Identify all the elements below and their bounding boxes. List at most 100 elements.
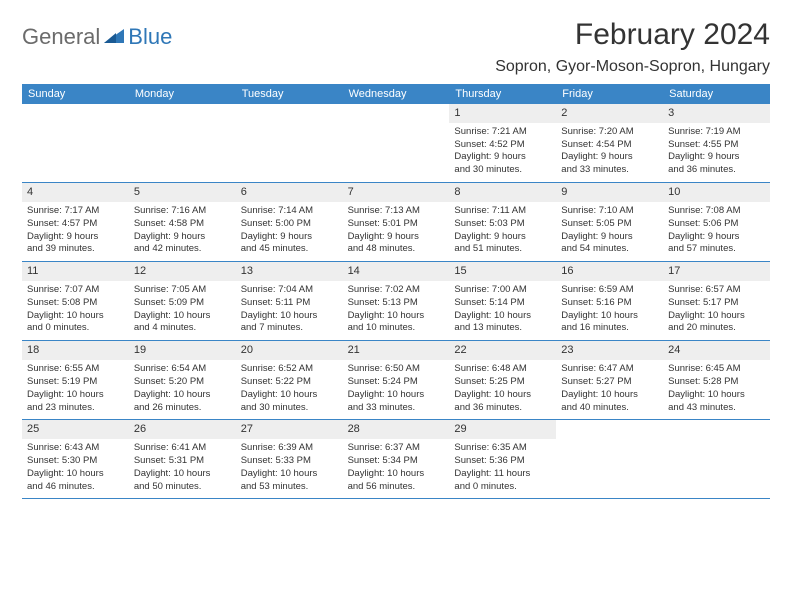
daylight1-text: Daylight: 9 hours [454, 151, 551, 164]
day-number: 24 [663, 341, 770, 360]
daylight2-text: and 0 minutes. [454, 481, 551, 494]
day-number: 21 [343, 341, 450, 360]
weekday-sunday: Sunday [22, 84, 129, 104]
daylight1-text: Daylight: 9 hours [348, 231, 445, 244]
daylight1-text: Daylight: 11 hours [454, 468, 551, 481]
week-row: 11Sunrise: 7:07 AMSunset: 5:08 PMDayligh… [22, 262, 770, 341]
daylight1-text: Daylight: 10 hours [668, 389, 765, 402]
daylight1-text: Daylight: 10 hours [348, 310, 445, 323]
logo-text-blue: Blue [128, 24, 172, 50]
day-body: Sunrise: 7:00 AMSunset: 5:14 PMDaylight:… [449, 281, 556, 340]
sunrise-text: Sunrise: 6:48 AM [454, 363, 551, 376]
day-body: Sunrise: 6:37 AMSunset: 5:34 PMDaylight:… [343, 439, 450, 498]
sunrise-text: Sunrise: 7:10 AM [561, 205, 658, 218]
day-body: Sunrise: 7:05 AMSunset: 5:09 PMDaylight:… [129, 281, 236, 340]
sunrise-text: Sunrise: 7:02 AM [348, 284, 445, 297]
day-cell: 16Sunrise: 6:59 AMSunset: 5:16 PMDayligh… [556, 262, 663, 340]
day-cell: 24Sunrise: 6:45 AMSunset: 5:28 PMDayligh… [663, 341, 770, 419]
weekday-header: SundayMondayTuesdayWednesdayThursdayFrid… [22, 84, 770, 104]
sunrise-text: Sunrise: 7:08 AM [668, 205, 765, 218]
sunset-text: Sunset: 5:31 PM [134, 455, 231, 468]
daylight2-text: and 36 minutes. [454, 402, 551, 415]
sunset-text: Sunset: 5:34 PM [348, 455, 445, 468]
day-body: Sunrise: 6:59 AMSunset: 5:16 PMDaylight:… [556, 281, 663, 340]
day-cell: 10Sunrise: 7:08 AMSunset: 5:06 PMDayligh… [663, 183, 770, 261]
day-cell: 14Sunrise: 7:02 AMSunset: 5:13 PMDayligh… [343, 262, 450, 340]
day-cell: 23Sunrise: 6:47 AMSunset: 5:27 PMDayligh… [556, 341, 663, 419]
day-cell: 17Sunrise: 6:57 AMSunset: 5:17 PMDayligh… [663, 262, 770, 340]
day-cell: 28Sunrise: 6:37 AMSunset: 5:34 PMDayligh… [343, 420, 450, 498]
day-cell: 2Sunrise: 7:20 AMSunset: 4:54 PMDaylight… [556, 104, 663, 182]
daylight1-text: Daylight: 10 hours [134, 389, 231, 402]
day-cell: 6Sunrise: 7:14 AMSunset: 5:00 PMDaylight… [236, 183, 343, 261]
day-number: 7 [343, 183, 450, 202]
day-number: 5 [129, 183, 236, 202]
daylight1-text: Daylight: 9 hours [27, 231, 124, 244]
day-body: Sunrise: 7:19 AMSunset: 4:55 PMDaylight:… [663, 123, 770, 182]
day-body: Sunrise: 7:04 AMSunset: 5:11 PMDaylight:… [236, 281, 343, 340]
day-cell: 11Sunrise: 7:07 AMSunset: 5:08 PMDayligh… [22, 262, 129, 340]
daylight2-text: and 57 minutes. [668, 243, 765, 256]
day-number: 3 [663, 104, 770, 123]
day-body: Sunrise: 6:35 AMSunset: 5:36 PMDaylight:… [449, 439, 556, 498]
day-number: 17 [663, 262, 770, 281]
sunset-text: Sunset: 4:52 PM [454, 139, 551, 152]
daylight1-text: Daylight: 10 hours [134, 468, 231, 481]
day-cell: 8Sunrise: 7:11 AMSunset: 5:03 PMDaylight… [449, 183, 556, 261]
day-number: 20 [236, 341, 343, 360]
sunset-text: Sunset: 4:58 PM [134, 218, 231, 231]
sunset-text: Sunset: 5:09 PM [134, 297, 231, 310]
sunset-text: Sunset: 4:54 PM [561, 139, 658, 152]
week-row: 25Sunrise: 6:43 AMSunset: 5:30 PMDayligh… [22, 420, 770, 499]
day-cell: 20Sunrise: 6:52 AMSunset: 5:22 PMDayligh… [236, 341, 343, 419]
day-body: Sunrise: 7:11 AMSunset: 5:03 PMDaylight:… [449, 202, 556, 261]
day-cell: 19Sunrise: 6:54 AMSunset: 5:20 PMDayligh… [129, 341, 236, 419]
header: General Blue February 2024 Sopron, Gyor-… [22, 18, 770, 76]
day-body: Sunrise: 7:02 AMSunset: 5:13 PMDaylight:… [343, 281, 450, 340]
day-body: Sunrise: 7:13 AMSunset: 5:01 PMDaylight:… [343, 202, 450, 261]
month-title: February 2024 [495, 18, 770, 52]
sunrise-text: Sunrise: 6:45 AM [668, 363, 765, 376]
daylight1-text: Daylight: 10 hours [241, 389, 338, 402]
daylight2-text: and 33 minutes. [348, 402, 445, 415]
day-body: Sunrise: 6:52 AMSunset: 5:22 PMDaylight:… [236, 360, 343, 419]
daylight2-text: and 39 minutes. [27, 243, 124, 256]
sunset-text: Sunset: 5:27 PM [561, 376, 658, 389]
empty-cell [343, 104, 450, 182]
sunset-text: Sunset: 4:55 PM [668, 139, 765, 152]
logo-triangle-icon [102, 25, 126, 50]
daylight2-text: and 33 minutes. [561, 164, 658, 177]
daylight1-text: Daylight: 10 hours [561, 310, 658, 323]
weekday-tuesday: Tuesday [236, 84, 343, 104]
day-body: Sunrise: 7:21 AMSunset: 4:52 PMDaylight:… [449, 123, 556, 182]
day-number: 9 [556, 183, 663, 202]
day-body: Sunrise: 7:17 AMSunset: 4:57 PMDaylight:… [22, 202, 129, 261]
sunset-text: Sunset: 5:14 PM [454, 297, 551, 310]
daylight1-text: Daylight: 10 hours [454, 389, 551, 402]
daylight2-text: and 50 minutes. [134, 481, 231, 494]
day-number: 26 [129, 420, 236, 439]
sunset-text: Sunset: 5:17 PM [668, 297, 765, 310]
sunrise-text: Sunrise: 7:07 AM [27, 284, 124, 297]
sunset-text: Sunset: 5:01 PM [348, 218, 445, 231]
sunrise-text: Sunrise: 6:35 AM [454, 442, 551, 455]
sunrise-text: Sunrise: 6:54 AM [134, 363, 231, 376]
daylight2-text: and 23 minutes. [27, 402, 124, 415]
daylight1-text: Daylight: 9 hours [668, 151, 765, 164]
day-number: 28 [343, 420, 450, 439]
daylight2-text: and 54 minutes. [561, 243, 658, 256]
empty-cell [663, 420, 770, 498]
sunrise-text: Sunrise: 7:04 AM [241, 284, 338, 297]
daylight2-text: and 40 minutes. [561, 402, 658, 415]
sunrise-text: Sunrise: 7:19 AM [668, 126, 765, 139]
day-body: Sunrise: 7:07 AMSunset: 5:08 PMDaylight:… [22, 281, 129, 340]
daylight2-text: and 13 minutes. [454, 322, 551, 335]
sunrise-text: Sunrise: 6:43 AM [27, 442, 124, 455]
day-body: Sunrise: 7:08 AMSunset: 5:06 PMDaylight:… [663, 202, 770, 261]
daylight1-text: Daylight: 9 hours [668, 231, 765, 244]
daylight2-text: and 43 minutes. [668, 402, 765, 415]
daylight1-text: Daylight: 10 hours [27, 389, 124, 402]
empty-cell [22, 104, 129, 182]
sunrise-text: Sunrise: 7:21 AM [454, 126, 551, 139]
day-cell: 3Sunrise: 7:19 AMSunset: 4:55 PMDaylight… [663, 104, 770, 182]
